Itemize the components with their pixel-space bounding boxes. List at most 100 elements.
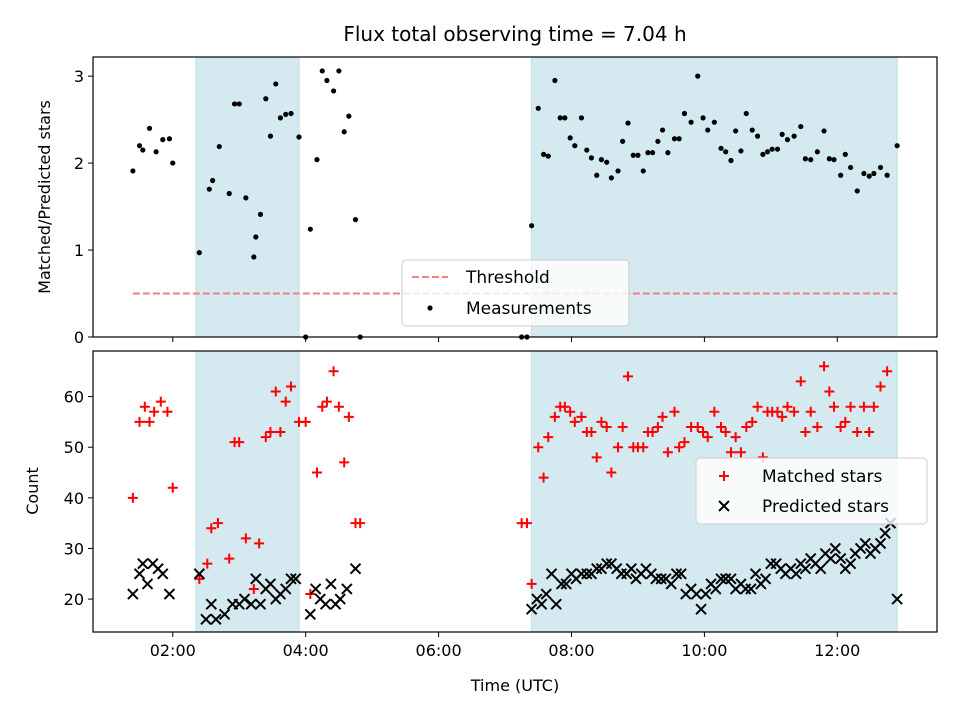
predicted-star-point bbox=[814, 563, 827, 575]
measurement-point bbox=[655, 138, 661, 144]
measurement-point bbox=[826, 156, 832, 162]
matched-star-point bbox=[224, 553, 235, 564]
measurement-point bbox=[288, 110, 294, 117]
predicted-star-point bbox=[141, 578, 154, 590]
matched-star-point bbox=[275, 427, 286, 438]
matched-star-point bbox=[162, 406, 173, 417]
legend: Matched stars Predicted stars bbox=[695, 457, 928, 525]
measurement-point bbox=[760, 151, 766, 157]
measurement-point bbox=[535, 105, 541, 111]
legend-box bbox=[695, 457, 928, 525]
matched-star-point bbox=[835, 421, 846, 432]
measurement-point bbox=[243, 195, 249, 201]
measurement-point bbox=[695, 73, 701, 79]
y-tick-label: 50 bbox=[64, 438, 84, 457]
matched-star-point bbox=[305, 589, 316, 600]
matched-star-point bbox=[716, 421, 727, 432]
measurement-point bbox=[578, 115, 585, 121]
matched-star-point bbox=[596, 416, 607, 427]
matched-star-point bbox=[730, 432, 741, 443]
x-tick-label: 02:00 bbox=[150, 641, 196, 660]
predicted-star-point bbox=[695, 603, 707, 615]
matched-star-point bbox=[543, 432, 554, 443]
measurement-point bbox=[649, 150, 656, 156]
measurement-point bbox=[705, 127, 711, 133]
matched-star-point bbox=[167, 482, 178, 493]
predicted-star-point bbox=[799, 563, 812, 575]
matched-star-point bbox=[521, 518, 532, 529]
matched-star-point bbox=[194, 573, 205, 584]
predicted-star-point bbox=[157, 568, 169, 580]
matched-star-point bbox=[824, 386, 835, 397]
measurement-point bbox=[540, 151, 547, 157]
matched-star-point bbox=[752, 401, 763, 412]
measurement-point bbox=[336, 68, 342, 74]
matched-star-point bbox=[155, 396, 166, 407]
matched-star-point bbox=[709, 406, 720, 417]
legend-measurements-label: Measurements bbox=[466, 299, 592, 319]
predicted-star-point bbox=[665, 578, 677, 590]
measurement-point bbox=[645, 150, 651, 156]
y-tick-label: 2 bbox=[74, 154, 84, 173]
measurement-point bbox=[630, 152, 636, 158]
matched-star-point bbox=[735, 447, 746, 458]
measurement-point bbox=[160, 137, 166, 143]
measurement-point bbox=[615, 168, 621, 174]
predicted-star-point bbox=[759, 573, 772, 585]
matched-star-point bbox=[139, 401, 150, 412]
measurement-point bbox=[723, 149, 729, 155]
measurement-point bbox=[552, 77, 558, 84]
measurement-point bbox=[263, 96, 269, 102]
predicted-star-point bbox=[749, 568, 762, 580]
measurement-point bbox=[871, 170, 877, 177]
matched-star-point bbox=[812, 421, 823, 432]
predicted-star-point bbox=[670, 568, 683, 580]
measurement-point bbox=[733, 128, 739, 134]
measurement-point bbox=[854, 188, 860, 194]
measurement-point bbox=[251, 254, 257, 260]
measurement-point bbox=[635, 152, 641, 158]
matched-star-point bbox=[789, 406, 800, 417]
predicted-star-point bbox=[137, 557, 149, 570]
matched-star-point bbox=[657, 411, 668, 422]
legend-measurements-swatch bbox=[427, 305, 433, 311]
predicted-star-point bbox=[874, 537, 887, 550]
matched-star-point bbox=[698, 427, 709, 438]
predicted-star-point bbox=[725, 573, 737, 585]
measurement-point bbox=[529, 223, 535, 229]
predicted-star-point bbox=[879, 527, 891, 539]
predicted-star-point bbox=[715, 573, 727, 585]
x-tick-label: 10:00 bbox=[681, 641, 727, 660]
measurement-point bbox=[711, 119, 717, 125]
x-tick-label: 08:00 bbox=[548, 641, 594, 660]
predicted-star-point bbox=[325, 578, 337, 590]
matched-star-point bbox=[234, 437, 245, 448]
measurement-point bbox=[557, 115, 563, 121]
matched-star-point bbox=[328, 366, 339, 377]
measurement-point bbox=[754, 133, 761, 139]
predicted-star-point bbox=[718, 500, 730, 512]
measurement-point bbox=[253, 234, 259, 240]
measurement-point bbox=[620, 138, 626, 144]
measurement-point bbox=[769, 146, 775, 152]
measurement-point bbox=[848, 164, 854, 171]
matched-star-point bbox=[286, 381, 297, 392]
matched-star-point bbox=[343, 411, 354, 422]
bottom-panel: 20 30 40 50 60 02:00 04:00 06:00 08:00 10:00 12:00… bbox=[64, 350, 938, 660]
chart-title: Flux total observing time = 7.04 h bbox=[343, 22, 686, 46]
matched-star-point bbox=[652, 421, 663, 432]
matched-star-point bbox=[805, 406, 816, 417]
legend-box bbox=[401, 259, 630, 327]
predicted-star-point bbox=[319, 598, 332, 610]
predicted-star-point bbox=[745, 583, 757, 595]
predicted-star-point bbox=[655, 573, 667, 585]
matched-star-point bbox=[852, 427, 863, 438]
measurement-point bbox=[146, 125, 153, 131]
measurement-point bbox=[584, 147, 590, 153]
matched-star-point bbox=[300, 416, 311, 427]
predicted-star-point bbox=[309, 583, 322, 595]
matched-star-point bbox=[858, 401, 869, 412]
matched-star-point bbox=[719, 471, 729, 481]
measurement-point bbox=[346, 113, 352, 119]
